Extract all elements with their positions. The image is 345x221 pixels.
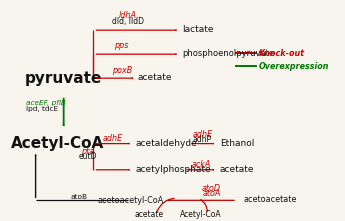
Text: atoD: atoD: [202, 184, 221, 193]
Text: acetylphosphate: acetylphosphate: [136, 165, 211, 174]
Text: lactate: lactate: [183, 25, 214, 34]
Text: pps: pps: [114, 41, 129, 50]
Text: atoA: atoA: [203, 189, 221, 198]
Text: atoB: atoB: [70, 194, 87, 200]
Text: Knock-out: Knock-out: [259, 49, 305, 57]
Text: acetaldehyde: acetaldehyde: [136, 139, 197, 148]
Text: adhE: adhE: [192, 130, 213, 139]
Text: dld, lldD: dld, lldD: [112, 17, 144, 26]
Text: adhE: adhE: [103, 134, 123, 143]
Text: ldhA: ldhA: [119, 11, 137, 21]
Text: pyruvate: pyruvate: [25, 71, 102, 86]
Text: acetate: acetate: [135, 210, 164, 219]
Text: Acetyl-CoA: Acetyl-CoA: [180, 210, 221, 219]
Text: adhP: adhP: [193, 135, 212, 144]
Text: Ethanol: Ethanol: [220, 139, 254, 148]
Text: ackA: ackA: [192, 160, 211, 169]
Text: pta: pta: [81, 147, 94, 156]
Text: poxB: poxB: [111, 66, 132, 75]
Text: eutD: eutD: [79, 152, 97, 161]
Text: phosphoenolpyruvate: phosphoenolpyruvate: [183, 49, 275, 58]
Text: acetate: acetate: [138, 73, 172, 82]
Text: Overexpression: Overexpression: [259, 62, 330, 71]
Text: Acetyl-CoA: Acetyl-CoA: [10, 136, 104, 151]
Text: acetoacetyl-CoA: acetoacetyl-CoA: [97, 196, 163, 205]
Text: aceEF, pflB: aceEF, pflB: [26, 100, 66, 106]
Text: acetoacetate: acetoacetate: [244, 195, 297, 204]
Text: lpd, tdcE: lpd, tdcE: [26, 106, 58, 112]
Text: acetate: acetate: [220, 165, 254, 174]
